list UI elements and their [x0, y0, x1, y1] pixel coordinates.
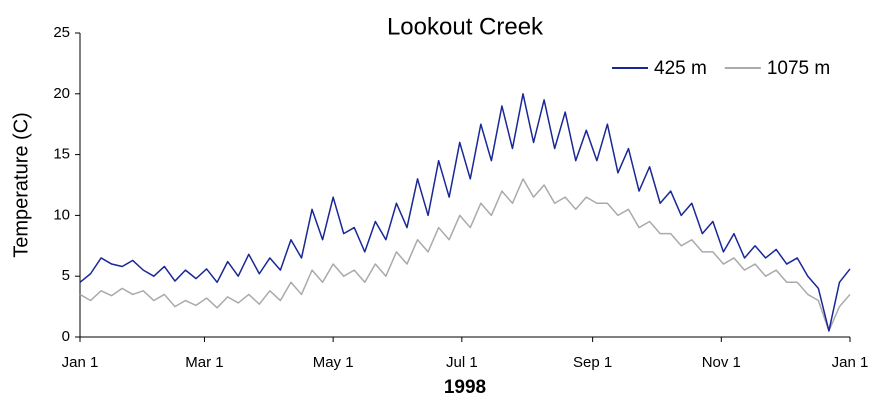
y-tick-label: 10 [53, 206, 70, 223]
y-tick-label: 25 [53, 24, 70, 41]
y-tick-label: 15 [53, 146, 70, 163]
legend-label: 1075 m [767, 58, 830, 79]
series-line [79, 178, 851, 332]
x-tick-label: Jan 1 [832, 354, 869, 371]
x-axis-title: 1998 [444, 377, 486, 398]
y-tick-label: 0 [62, 328, 70, 345]
series-line [79, 93, 851, 332]
y-axis-title: Temperature (C) [10, 112, 32, 258]
y-tick-label: 5 [62, 267, 70, 284]
y-tick-label: 20 [53, 85, 70, 102]
x-tick-label: May 1 [313, 354, 354, 371]
x-tick-label: Nov 1 [702, 354, 741, 371]
chart-title: Lookout Creek [387, 13, 544, 40]
x-tick-label: Jan 1 [62, 354, 99, 371]
legend-label: 425 m [654, 58, 707, 79]
x-tick-label: Sep 1 [573, 354, 612, 371]
x-tick-label: Mar 1 [185, 354, 223, 371]
x-tick-label: Jul 1 [446, 354, 478, 371]
